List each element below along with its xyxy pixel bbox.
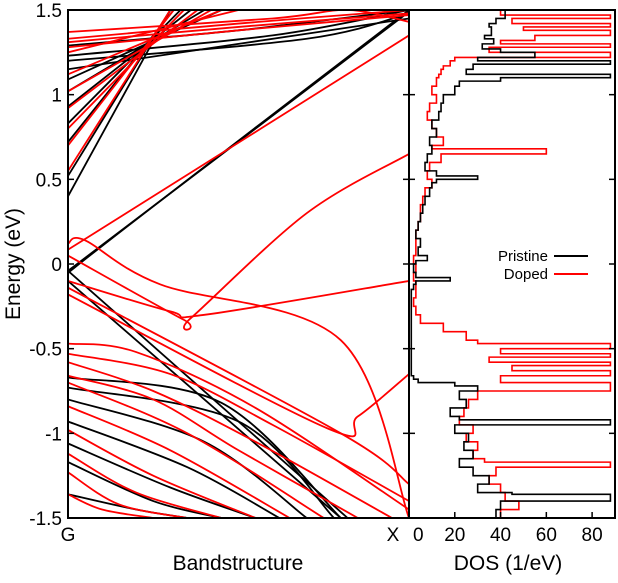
doped-band-20	[68, 374, 359, 518]
dos-tick-label: 40	[490, 525, 511, 546]
doped-band-5	[68, 10, 222, 76]
pristine-band-12	[68, 10, 409, 284]
doped-band-12	[68, 236, 409, 518]
doped-band-22	[68, 405, 291, 518]
legend-label-doped: Doped	[504, 266, 548, 283]
doped-band-25	[68, 471, 188, 518]
pristine-band-1	[68, 10, 409, 57]
doped-bands	[68, 10, 409, 518]
pristine-band-20	[68, 461, 222, 518]
energy-tick-label: -0.5	[29, 340, 62, 361]
doped-band-1	[68, 10, 409, 40]
pristine-band-14	[68, 270, 349, 518]
bandstructure-xlabel: Bandstructure	[173, 552, 304, 575]
pristine-band-17	[68, 398, 308, 518]
doped-band-7	[68, 10, 199, 109]
doped-band-10	[68, 10, 172, 172]
legend-label-pristine: Pristine	[498, 248, 548, 265]
dos-xlabel: DOS (1/eV)	[454, 552, 563, 575]
energy-tick-label: 1	[51, 86, 62, 107]
doped-band-2	[68, 12, 409, 44]
doped-band-17	[68, 342, 409, 511]
pristine-band-15	[68, 376, 342, 518]
dos-energy-ticks	[409, 9, 615, 519]
energy-tick-label: -1	[45, 424, 62, 445]
pristine-band-18	[68, 420, 280, 518]
doped-band-4	[68, 10, 239, 54]
doped-band-18	[68, 352, 409, 502]
pristine-dos-curve	[410, 10, 612, 518]
doped-band-26	[68, 493, 154, 518]
dos-tick-label: 80	[582, 525, 603, 546]
doped-band-24	[68, 452, 222, 518]
energy-tick-label: 1.5	[36, 1, 62, 22]
energy-ylabel: Energy (eV)	[2, 208, 25, 320]
energy-tick-label: 0.5	[36, 170, 62, 191]
doped-band-14	[68, 280, 409, 319]
doped-band-16	[68, 286, 409, 485]
pristine-band-19	[68, 442, 256, 518]
pristine-band-16	[68, 386, 335, 518]
doped-band-13	[68, 153, 409, 331]
bandstructure-panel: -1.5 -1 -0.5 0 0.5 1 1.5 G X Bandstructure Ene…	[2, 1, 410, 575]
dos-tick-label: 20	[444, 525, 465, 546]
dos-axis-ticks: 0 20 40 60 80	[408, 512, 603, 546]
doped-band-8	[68, 10, 185, 130]
pristine-band-13	[68, 280, 342, 518]
pristine-band-3	[68, 17, 409, 71]
dos-tick-label: 0	[413, 525, 424, 546]
dos-tick-label: 60	[536, 525, 557, 546]
energy-axis-ticks: -1.5 -1 -0.5 0 0.5 1 1.5	[29, 1, 409, 530]
doped-band-6	[68, 10, 212, 93]
doped-band-11	[68, 34, 409, 251]
x-tick-label-x: X	[387, 525, 400, 546]
doped-band-21	[68, 381, 325, 518]
x-tick-label-g: G	[61, 525, 76, 546]
dos-panel: 0 20 40 60 80 DOS (1/eV) Pristine Doped	[408, 9, 616, 575]
doped-band-19	[68, 361, 393, 518]
doped-band-23	[68, 429, 256, 518]
energy-tick-label: -1.5	[29, 509, 62, 530]
legend: Pristine Doped	[498, 248, 588, 283]
energy-tick-label: 0	[51, 255, 62, 276]
